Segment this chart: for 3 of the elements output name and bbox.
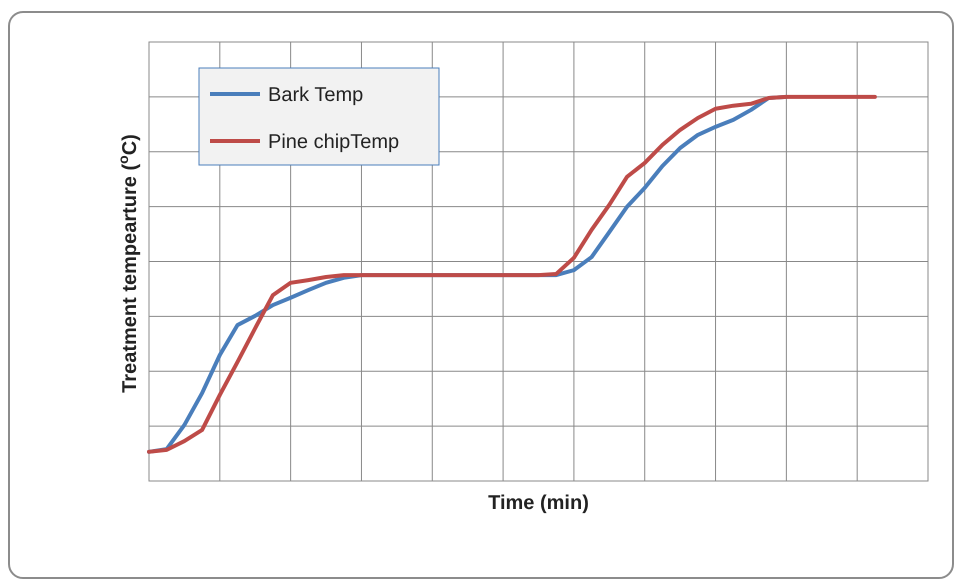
legend-label: Pine chipTemp — [268, 131, 400, 153]
legend-label: Bark Temp — [268, 84, 364, 106]
x-axis-title: Time (min) — [488, 492, 589, 514]
